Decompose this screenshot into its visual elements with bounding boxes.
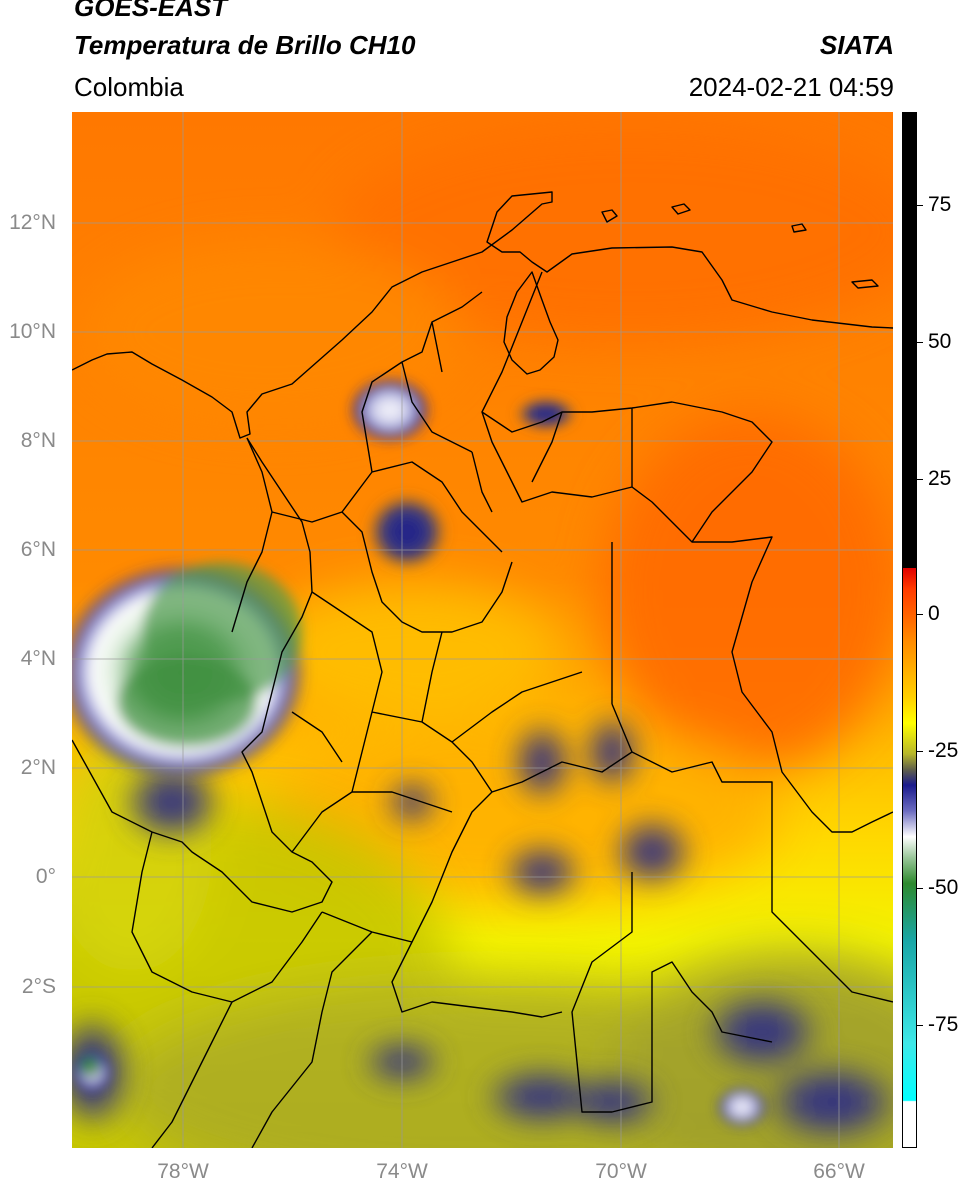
satellite-title: GOES-EAST	[74, 0, 228, 22]
latitude-tick-label: 12°N	[9, 211, 56, 234]
latitude-tick-label: 0°	[35, 865, 56, 888]
colorbar-tick-label: -50	[928, 876, 959, 899]
brightness-temperature-map	[72, 112, 893, 1148]
longitude-tick-label: 70°W	[595, 1160, 647, 1183]
colorbar-tick-label: 0	[928, 602, 940, 625]
longitude-tick-label: 78°W	[157, 1160, 209, 1183]
colorbar-tick-label: 75	[928, 193, 952, 216]
colorbar-tick	[917, 751, 923, 752]
brand-label: SIATA	[819, 30, 894, 60]
colorbar	[902, 112, 917, 1148]
latitude-tick-label: 2°S	[21, 975, 56, 998]
colorbar-tick	[917, 614, 923, 615]
longitude-tick-label: 74°W	[376, 1160, 428, 1183]
region-label: Colombia	[74, 72, 184, 102]
colorbar-tick-label: -25	[928, 739, 959, 762]
colorbar-tick	[917, 1025, 923, 1026]
colorbar-tick-label: 25	[928, 467, 952, 490]
colorbar-tick-label: 50	[928, 330, 952, 353]
latitude-tick-label: 10°N	[9, 320, 56, 343]
colorbar-tick	[917, 342, 923, 343]
latitude-tick-label: 6°N	[20, 538, 56, 561]
latitude-tick-label: 8°N	[20, 429, 56, 452]
colorbar-tick	[917, 888, 923, 889]
colorbar-tick	[917, 205, 923, 206]
longitude-tick-label: 66°W	[813, 1160, 865, 1183]
latitude-tick-label: 2°N	[20, 756, 56, 779]
timestamp-label: 2024-02-21 04:59	[688, 72, 894, 102]
latitude-tick-label: 4°N	[20, 647, 56, 670]
colorbar-tick-label: -75	[928, 1013, 959, 1036]
product-title: Temperatura de Brillo CH10	[74, 30, 416, 60]
colorbar-tick	[917, 479, 923, 480]
